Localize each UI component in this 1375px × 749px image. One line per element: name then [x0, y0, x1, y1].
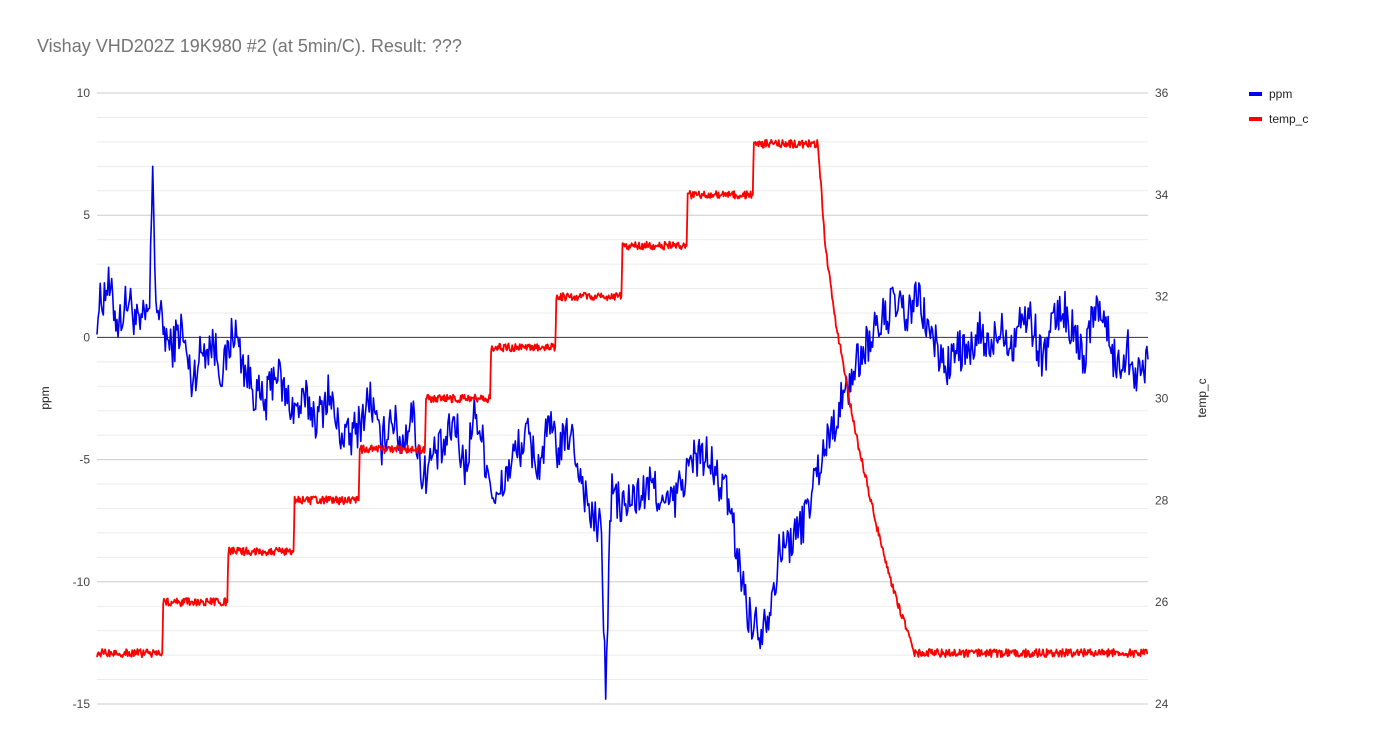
- left-axis-ticks: 10 5 0 -5 -10 -15: [73, 86, 91, 711]
- right-axis-title: temp_c: [1195, 378, 1209, 417]
- legend-swatch-ppm: [1249, 92, 1262, 96]
- legend-label-ppm: ppm: [1269, 87, 1292, 101]
- left-tick-label: -5: [79, 453, 90, 467]
- right-tick-label: 24: [1155, 697, 1169, 711]
- legend-label-temp_c: temp_c: [1269, 112, 1308, 126]
- left-tick-label: 10: [77, 86, 91, 100]
- right-tick-label: 28: [1155, 493, 1169, 507]
- right-axis-ticks: 36 34 32 30 28 26 24: [1155, 86, 1169, 711]
- gridlines: [97, 92, 1148, 705]
- right-tick-label: 30: [1155, 392, 1169, 406]
- chart-title: Vishay VHD202Z 19K980 #2 (at 5min/C). Re…: [37, 36, 462, 56]
- left-axis-title: ppm: [38, 386, 52, 409]
- left-tick-label: 5: [83, 208, 90, 222]
- right-tick-label: 26: [1155, 595, 1169, 609]
- left-tick-label: -10: [73, 575, 91, 589]
- left-tick-label: 0: [83, 330, 90, 344]
- series-lines: [96, 139, 1149, 700]
- left-tick-label: -15: [73, 697, 91, 711]
- legend: ppm temp_c: [1249, 87, 1308, 126]
- series-line-ppm: [96, 165, 1149, 700]
- right-tick-label: 34: [1155, 188, 1169, 202]
- right-tick-label: 36: [1155, 86, 1169, 100]
- right-tick-label: 32: [1155, 290, 1169, 304]
- legend-swatch-temp_c: [1249, 117, 1262, 121]
- series-line-temp_c: [96, 139, 1149, 659]
